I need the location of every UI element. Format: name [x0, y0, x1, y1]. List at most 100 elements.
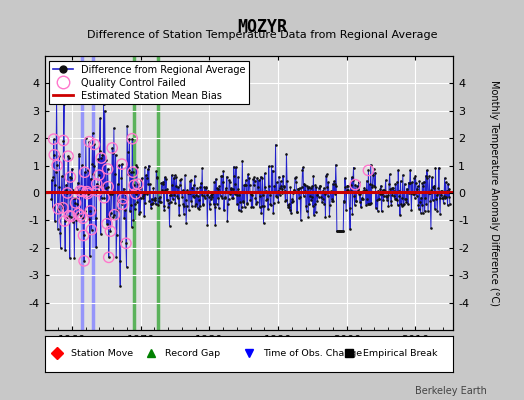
Point [74, 210, 83, 217]
Point [326, 189, 335, 195]
Point [384, 192, 392, 198]
Point [275, 173, 283, 180]
Point [358, 196, 367, 202]
Point [348, 210, 356, 217]
Point [241, 204, 249, 210]
Point [233, 201, 242, 208]
Point [442, 194, 451, 200]
Point [216, 192, 225, 199]
Point [68, 166, 76, 172]
Point [73, 201, 81, 208]
Point [105, 254, 113, 260]
Point [327, 188, 335, 195]
Point [168, 182, 177, 189]
Point [182, 203, 191, 209]
Point [146, 181, 154, 187]
Point [81, 169, 89, 176]
Point [357, 204, 365, 210]
Point [390, 193, 398, 200]
Point [311, 209, 320, 216]
Point [69, 186, 77, 193]
Point [371, 169, 379, 176]
Point [406, 167, 414, 173]
Point [139, 191, 148, 198]
Point [239, 198, 247, 205]
Point [269, 209, 277, 216]
Point [88, 226, 96, 233]
Point [280, 184, 288, 190]
Text: Empirical Break: Empirical Break [363, 349, 438, 358]
Point [100, 194, 108, 201]
Point [402, 198, 410, 205]
Point [414, 202, 422, 208]
Point [169, 196, 177, 202]
Point [346, 226, 354, 232]
Point [221, 194, 230, 200]
Point [252, 201, 260, 207]
Point [197, 180, 205, 186]
Point [59, 204, 67, 211]
Point [382, 193, 390, 200]
Point [135, 210, 143, 217]
Point [83, 188, 91, 195]
Point [176, 182, 184, 188]
Point [140, 212, 148, 219]
Point [156, 199, 165, 205]
Point [332, 183, 341, 189]
Point [396, 178, 405, 184]
Point [104, 184, 112, 190]
Point [192, 200, 201, 207]
Point [211, 204, 219, 210]
Text: Record Gap: Record Gap [165, 349, 220, 358]
Point [344, 187, 353, 193]
Point [154, 202, 162, 208]
Point [248, 204, 257, 210]
Point [110, 212, 118, 218]
Point [90, 141, 99, 148]
Point [321, 214, 330, 220]
Point [62, 182, 71, 188]
Point [90, 162, 98, 169]
Point [192, 192, 200, 198]
Point [415, 178, 423, 185]
Point [223, 218, 232, 224]
Point [89, 171, 97, 177]
Point [273, 194, 281, 201]
Point [185, 207, 193, 213]
Point [160, 207, 169, 214]
Point [97, 195, 106, 202]
Point [234, 174, 243, 180]
Point [189, 182, 198, 188]
Point [204, 189, 213, 195]
Point [188, 184, 196, 191]
Point [412, 180, 420, 186]
Point [80, 258, 88, 264]
Point [396, 212, 404, 218]
Point [372, 189, 380, 195]
Point [408, 190, 417, 196]
Point [85, 138, 93, 145]
Point [298, 167, 307, 173]
Point [400, 180, 409, 187]
Point [125, 167, 133, 173]
Point [304, 184, 313, 190]
Point [59, 204, 67, 211]
Point [377, 182, 385, 189]
Point [308, 194, 316, 201]
Point [306, 192, 314, 199]
Point [145, 162, 153, 169]
Point [211, 222, 220, 228]
Point [103, 166, 112, 172]
Point [191, 203, 200, 210]
Point [52, 169, 60, 175]
Point [116, 282, 124, 289]
Point [227, 186, 236, 193]
Point [92, 244, 100, 250]
Point [133, 199, 141, 206]
Point [76, 188, 84, 194]
Point [351, 182, 359, 188]
Point [285, 201, 293, 207]
Point [423, 167, 431, 174]
Point [261, 188, 270, 194]
Point [183, 187, 191, 193]
